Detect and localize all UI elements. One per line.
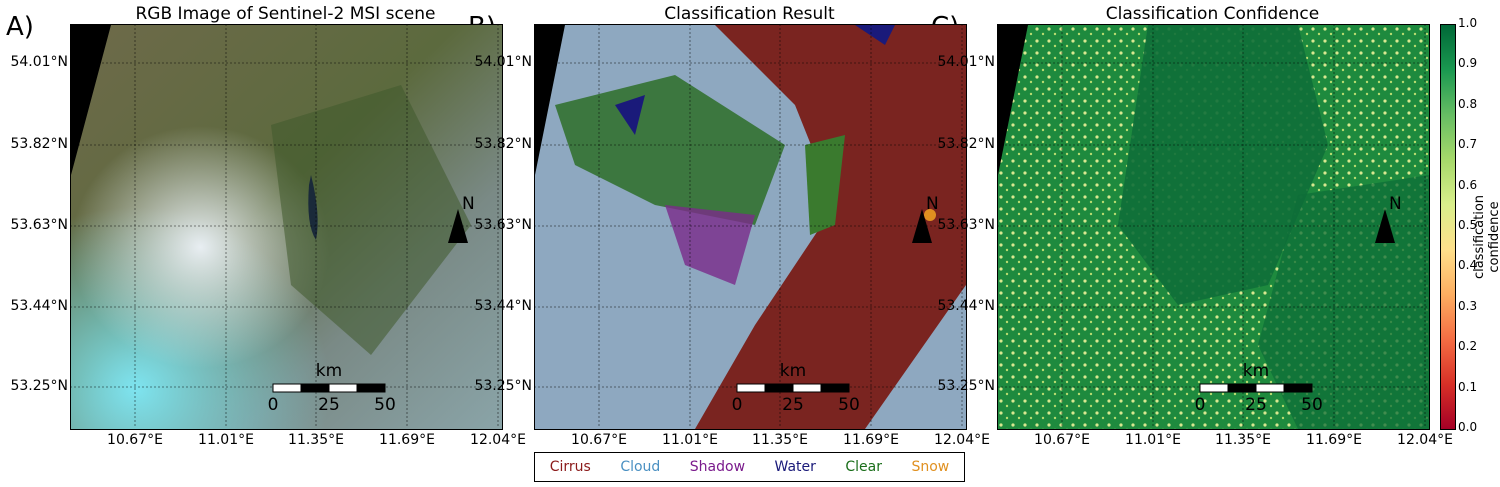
classification-map	[534, 24, 967, 430]
panel-title-c: Classification Confidence	[1105, 4, 1320, 24]
legend-water: Water	[774, 459, 816, 475]
latitude-label: 53.63°N	[937, 217, 995, 233]
latitude-label: 53.44°N	[10, 298, 68, 314]
longitude-label: 10.67°E	[107, 432, 163, 448]
longitude-label: 11.69°E	[843, 432, 899, 448]
colorbar-tick-label: 0.2	[1458, 339, 1478, 354]
confidence-map	[997, 24, 1430, 430]
latitude-label: 53.25°N	[474, 378, 532, 394]
legend-cloud: Cloud	[620, 459, 661, 475]
latitude-label: 54.01°N	[10, 54, 68, 70]
longitude-label: 12.04°E	[470, 432, 526, 448]
rgb-image-map	[70, 24, 503, 430]
colorbar-label: classification confidence	[1472, 194, 1500, 280]
latitude-label: 54.01°N	[474, 54, 532, 70]
panel-title-b: Classification Result	[664, 4, 835, 24]
longitude-label: 10.67°E	[571, 432, 627, 448]
longitude-label: 11.69°E	[379, 432, 435, 448]
latitude-label: 53.44°N	[474, 298, 532, 314]
panel-letter-a: A)	[6, 12, 34, 42]
latitude-label: 53.63°N	[10, 217, 68, 233]
panel-title-a: RGB Image of Sentinel-2 MSI scene	[135, 4, 436, 24]
latitude-label: 53.25°N	[937, 378, 995, 394]
latitude-label: 54.01°N	[937, 54, 995, 70]
longitude-label: 12.04°E	[934, 432, 990, 448]
colorbar-tick-label: 0.4	[1458, 258, 1478, 273]
latitude-label: 53.63°N	[474, 217, 532, 233]
longitude-label: 11.01°E	[198, 432, 254, 448]
latitude-label: 53.25°N	[10, 378, 68, 394]
colorbar-tick-label: 0.7	[1458, 137, 1478, 152]
class-legend: Cirrus Cloud Shadow Water Clear Snow	[534, 452, 965, 482]
latitude-label: 53.82°N	[474, 136, 532, 152]
longitude-label: 11.35°E	[752, 432, 808, 448]
colorbar-tick-label: 0.9	[1458, 56, 1478, 71]
longitude-label: 11.35°E	[1215, 432, 1271, 448]
colorbar-tick-label: 0.1	[1458, 379, 1478, 394]
longitude-label: 11.69°E	[1306, 432, 1362, 448]
colorbar-tick-label: 0.0	[1458, 420, 1478, 434]
colorbar-tick-label: 1.0	[1458, 16, 1478, 30]
confidence-colorbar	[1440, 24, 1456, 430]
latitude-label: 53.44°N	[937, 298, 995, 314]
colorbar-tick-label: 0.5	[1458, 218, 1478, 232]
legend-shadow: Shadow	[689, 459, 746, 475]
longitude-label: 11.35°E	[288, 432, 344, 448]
longitude-label: 12.04°E	[1397, 432, 1453, 448]
colorbar-tick-label: 0.3	[1458, 298, 1478, 313]
latitude-label: 53.82°N	[10, 136, 68, 152]
colorbar-tick-label: 0.6	[1458, 177, 1478, 192]
longitude-label: 11.01°E	[662, 432, 718, 448]
latitude-label: 53.82°N	[937, 136, 995, 152]
longitude-label: 10.67°E	[1034, 432, 1090, 448]
legend-cirrus: Cirrus	[549, 459, 591, 475]
colorbar-tick-label: 0.8	[1458, 96, 1478, 111]
legend-clear: Clear	[845, 459, 882, 475]
legend-snow: Snow	[911, 459, 950, 475]
longitude-label: 11.01°E	[1125, 432, 1181, 448]
